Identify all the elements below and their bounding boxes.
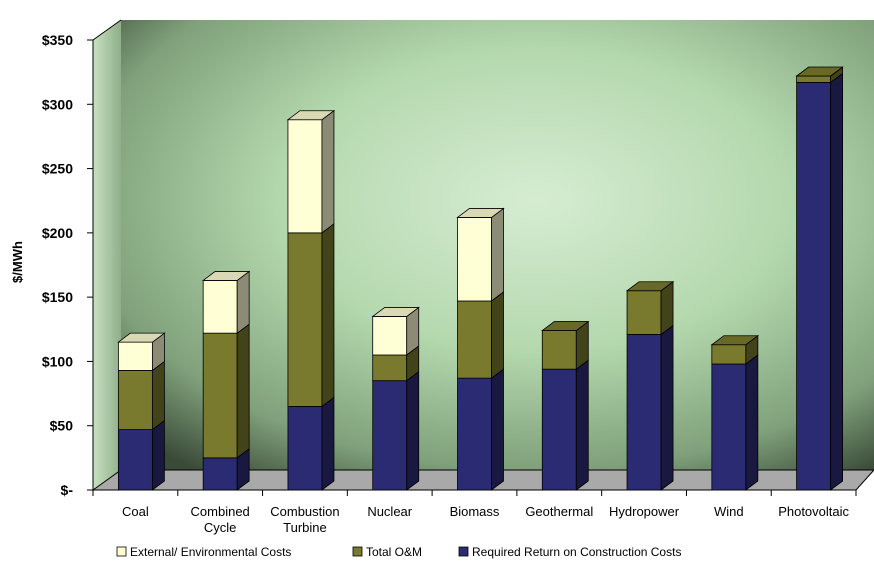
bar-segment-side [236, 270, 250, 334]
bar-segment-top [795, 66, 844, 77]
bar-segment [541, 368, 577, 491]
bar-segment [457, 377, 492, 491]
bar-segment-side [830, 72, 844, 491]
bar-segment-side [660, 324, 674, 491]
bar-segment-side [321, 109, 335, 234]
side-wall [93, 20, 121, 490]
bar-stack [201, 270, 251, 491]
y-tick-label: $150 [42, 289, 73, 305]
bar-segment [372, 380, 408, 491]
bar-segment-side [321, 396, 335, 491]
bar-segment-top [286, 110, 336, 121]
bar-segment [457, 300, 492, 379]
legend-swatch [458, 546, 469, 557]
x-tick-label: Nuclear [367, 504, 412, 519]
bar-stack [371, 306, 420, 491]
bar-segment [202, 280, 238, 334]
legend-label: Required Return on Construction Costs [472, 545, 681, 559]
y-tick-label: $200 [42, 225, 73, 241]
bar-segment-top [541, 321, 590, 331]
y-tick-label: $100 [42, 353, 73, 369]
legend-swatch [352, 546, 363, 557]
bar-stack [541, 320, 590, 491]
bar-segment-side [745, 354, 759, 491]
bar-segment-top [625, 281, 675, 292]
bar-stack [625, 280, 675, 491]
bar-segment-top [371, 307, 420, 317]
y-axis-label: $/MWh [10, 241, 25, 283]
bar-segment [372, 354, 408, 382]
bar-stack [795, 66, 844, 491]
bar-segment [117, 429, 153, 491]
x-tick-label: Combustion [270, 504, 339, 519]
x-tick-label: Cycle [204, 520, 237, 535]
bar-stack [117, 332, 166, 491]
bar-segment [626, 334, 662, 491]
bar-segment-side [491, 368, 504, 491]
y-axis-top-edge [92, 19, 122, 41]
y-tick-label: $300 [42, 96, 73, 112]
bar-segment [796, 82, 832, 491]
x-tick-label: Biomass [450, 504, 500, 519]
x-tick-label: Geothermal [525, 504, 593, 519]
bar-segment [711, 344, 747, 365]
bars [117, 66, 844, 491]
y-tick-label: $50 [50, 418, 74, 434]
bar-stack [286, 109, 336, 491]
bar-segment [287, 119, 323, 234]
legend-swatch [116, 546, 127, 557]
y-tick-label: $- [61, 482, 74, 498]
bar-segment [287, 406, 323, 491]
legend: External/ Environmental Costs Total O&M Re… [116, 545, 681, 559]
legend-label: Total O&M [366, 545, 422, 559]
legend-label: External/ Environmental Costs [130, 545, 291, 559]
bar-segment-side [491, 207, 504, 302]
bar-segment [457, 217, 492, 302]
bar-segment [541, 330, 577, 370]
bar-segment [287, 232, 323, 407]
bar-stack [456, 207, 505, 491]
bar-segment [796, 75, 832, 83]
bar-segment-side [321, 223, 335, 408]
x-tick-label: Turbine [283, 520, 327, 535]
y-tick-label: $250 [42, 161, 73, 177]
bar-segment [202, 332, 238, 459]
bar-segment-top [710, 335, 760, 346]
bar-segment-top [201, 271, 251, 281]
bar-segment-side [236, 323, 250, 459]
x-tick-label: Photovoltaic [778, 504, 849, 519]
bar-segment [626, 290, 662, 335]
bar-segment-top [456, 208, 505, 218]
bar-segment [711, 363, 747, 491]
x-tick-label: Wind [714, 504, 744, 519]
bar-segment [117, 370, 153, 430]
bar-segment-side [406, 370, 420, 491]
bar-segment [202, 457, 238, 491]
x-tick-label: Coal [122, 504, 149, 519]
x-tick-label: Hydropower [609, 504, 680, 519]
bar-segment [372, 316, 408, 356]
y-tick-label: $350 [42, 32, 73, 48]
y-axis-ticks: $- $50 $100 $150 $200 $250 $300 $350 [42, 32, 93, 498]
bar-segment-side [151, 360, 165, 431]
bar-segment-side [575, 359, 589, 491]
bar-segment-side [491, 291, 504, 379]
x-tick-label: Combined [191, 504, 250, 519]
bar-segment-top [117, 332, 166, 343]
bar-segment [117, 341, 153, 371]
bar-stack [710, 334, 760, 491]
bar-segment-side [151, 419, 165, 491]
